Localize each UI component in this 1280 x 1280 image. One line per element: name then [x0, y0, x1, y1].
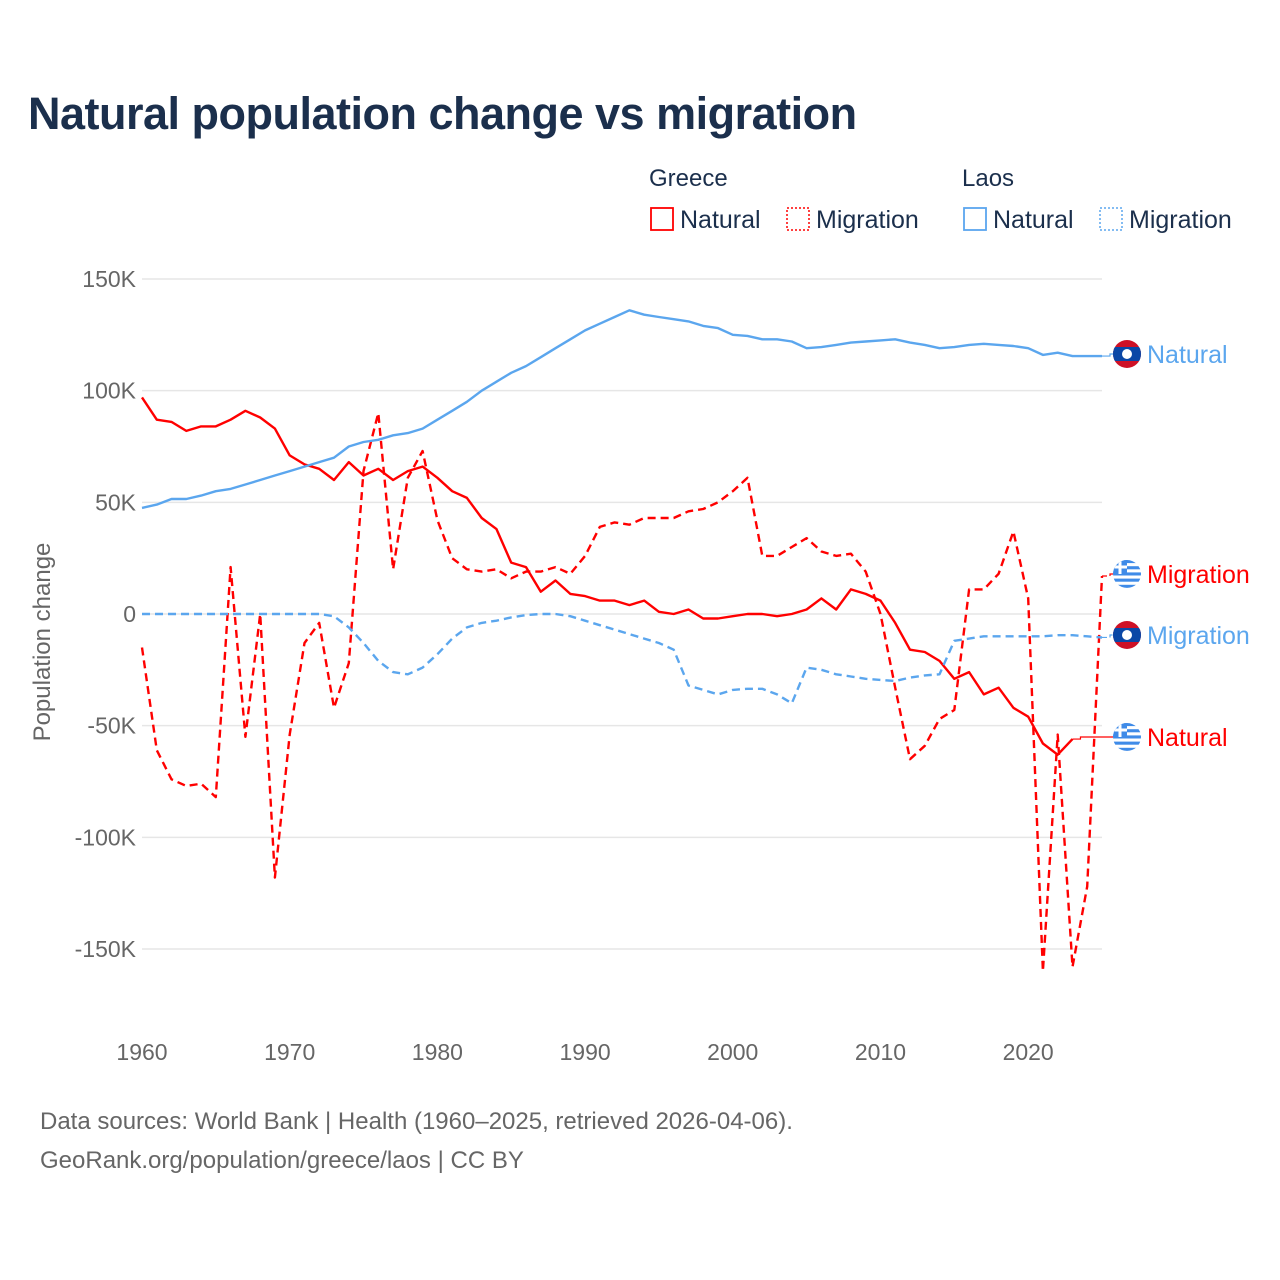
- flag-stripe: [1113, 741, 1141, 745]
- greece-migration-end-label: Migration: [1147, 561, 1250, 589]
- legend: Greece Natural Migration Laos Natural Mi…: [649, 165, 1232, 234]
- x-tick-label: 2000: [707, 1039, 758, 1065]
- laos-migration-end-label: Migration: [1147, 622, 1250, 650]
- y-tick-label: 0: [123, 601, 136, 627]
- legend-label-laos-migration: Migration: [1129, 206, 1232, 234]
- laos-migration-line: [142, 612, 1103, 705]
- x-tick-label: 1990: [559, 1039, 610, 1065]
- x-tick-label: 1980: [412, 1039, 463, 1065]
- laos-natural-connector: [1102, 353, 1113, 357]
- greece-natural-end-label: Natural: [1147, 724, 1228, 752]
- flag-stripe: [1113, 584, 1141, 588]
- flag-disc: [1122, 349, 1132, 359]
- laos-migration-connector: [1102, 634, 1113, 639]
- flag-fill: [1113, 723, 1141, 751]
- laos-flag-icon: [1113, 340, 1141, 368]
- flag-stripe: [1113, 747, 1141, 751]
- legend-swatch-laos-natural: [963, 207, 987, 231]
- greece-natural-line: [141, 396, 1074, 756]
- flag-stripe: [1113, 578, 1141, 582]
- x-tick-label: 1970: [264, 1039, 315, 1065]
- flag-cross: [1118, 560, 1122, 574]
- y-tick-label: 50K: [95, 489, 137, 515]
- chart: Greece Natural Migration Laos Natural Mi…: [29, 165, 1250, 1065]
- x-tick-label: 1960: [116, 1039, 167, 1065]
- chart-title: Natural population change vs migration: [28, 88, 857, 139]
- legend-swatch-greece-migration: [786, 207, 810, 231]
- laos-natural-line: [141, 309, 1102, 510]
- greece-migration-connector: [1102, 573, 1113, 577]
- greece-flag-icon: [1113, 560, 1141, 588]
- x-tick-label: 2010: [855, 1039, 906, 1065]
- legend-group-greece: Greece: [649, 165, 728, 192]
- flag-cross: [1118, 723, 1122, 737]
- footer-sources: Data sources: World Bank | Health (1960–…: [40, 1108, 793, 1135]
- flag-fill: [1113, 340, 1141, 368]
- legend-group-laos: Laos: [962, 165, 1014, 192]
- laos-flag-icon: [1113, 621, 1141, 649]
- footer-attribution: GeoRank.org/population/greece/laos | CC …: [40, 1147, 524, 1174]
- y-tick-label: 100K: [82, 378, 136, 404]
- greece-natural-connector: [1072, 736, 1113, 740]
- legend-swatch-greece-natural: [650, 207, 674, 231]
- legend-label-greece-migration: Migration: [816, 206, 919, 234]
- x-tick-label: 2020: [1003, 1039, 1054, 1065]
- y-tick-label: 150K: [82, 266, 136, 292]
- flag-disc: [1122, 630, 1132, 640]
- greece-flag-icon: [1113, 723, 1141, 751]
- legend-label-laos-natural: Natural: [993, 206, 1074, 234]
- flag-fill: [1113, 560, 1141, 588]
- greece-migration-line: [140, 411, 1104, 973]
- legend-label-greece-natural: Natural: [680, 206, 761, 234]
- y-tick-label: -100K: [75, 824, 137, 850]
- laos-natural-end-label: Natural: [1147, 341, 1228, 369]
- y-tick-label: -50K: [87, 713, 136, 739]
- y-tick-label: -150K: [75, 936, 137, 962]
- legend-swatch-laos-migration: [1099, 207, 1123, 231]
- flag-fill: [1113, 621, 1141, 649]
- y-axis-label: Population change: [29, 543, 56, 742]
